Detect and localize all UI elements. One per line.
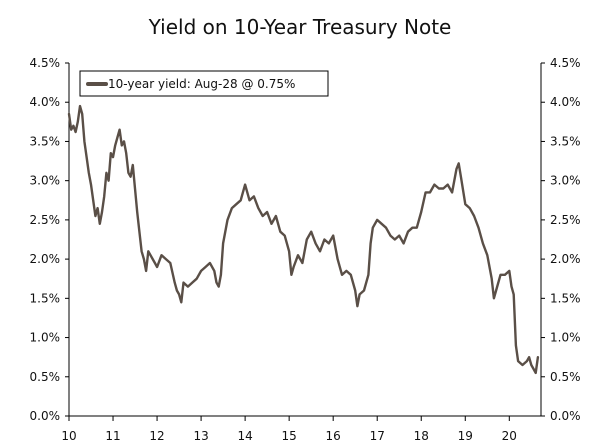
y-ticks-right: 0.0% 0.5% 1.0% 1.5% 2.0% 2.5% 3.0% 3.5% 4.0% 4.5%: [541, 56, 581, 423]
y-tick-label-left: 0.5%: [30, 370, 61, 384]
y-tick-label-right: 0.0%: [550, 409, 581, 423]
legend-label: 10-year yield: Aug-28 @ 0.75%: [108, 77, 295, 91]
y-tick-label-left: 1.0%: [30, 331, 61, 345]
x-tick-label: 20: [502, 429, 517, 443]
y-tick-label-left: 0.0%: [30, 409, 61, 423]
x-tick-label: 12: [149, 429, 164, 443]
y-tick-label-left: 4.5%: [30, 56, 61, 70]
y-tick-label-right: 2.0%: [550, 252, 581, 266]
y-tick-label-left: 3.0%: [30, 174, 61, 188]
y-tick-label-right: 1.0%: [550, 331, 581, 345]
y-tick-label-left: 2.5%: [30, 213, 61, 227]
x-tick-label: 19: [458, 429, 473, 443]
chart-title: Yield on 10-Year Treasury Note: [148, 15, 452, 39]
x-tick-label: 17: [370, 429, 385, 443]
y-tick-label-right: 3.0%: [550, 174, 581, 188]
y-tick-label-left: 4.0%: [30, 95, 61, 109]
x-tick-label: 14: [237, 429, 252, 443]
y-tick-label-right: 2.5%: [550, 213, 581, 227]
series-line: [67, 104, 540, 375]
y-ticks-left: 0.0% 0.5% 1.0% 1.5% 2.0% 2.5% 3.0% 3.5% 4.0% 4.5%: [30, 56, 69, 423]
x-tick-label: 15: [282, 429, 297, 443]
y-tick-label-left: 2.0%: [30, 252, 61, 266]
y-tick-label-left: 1.5%: [30, 291, 61, 305]
y-tick-label-right: 1.5%: [550, 291, 581, 305]
y-tick-label-left: 3.5%: [30, 134, 61, 148]
legend: 10-year yield: Aug-28 @ 0.75%: [79, 70, 329, 97]
legend-box: [79, 70, 329, 97]
x-tick-label: 16: [326, 429, 341, 443]
y-tick-label-right: 0.5%: [550, 370, 581, 384]
x-tick-label: 18: [414, 429, 429, 443]
x-tick-label: 11: [105, 429, 120, 443]
x-tick-label: 10: [61, 429, 76, 443]
y-tick-label-right: 4.0%: [550, 95, 581, 109]
y-tick-label-right: 4.5%: [550, 56, 581, 70]
y-tick-label-right: 3.5%: [550, 134, 581, 148]
x-tick-label: 13: [193, 429, 208, 443]
x-ticks: 10 11 12 13 14 15 16 17 18 19 20: [61, 416, 517, 443]
